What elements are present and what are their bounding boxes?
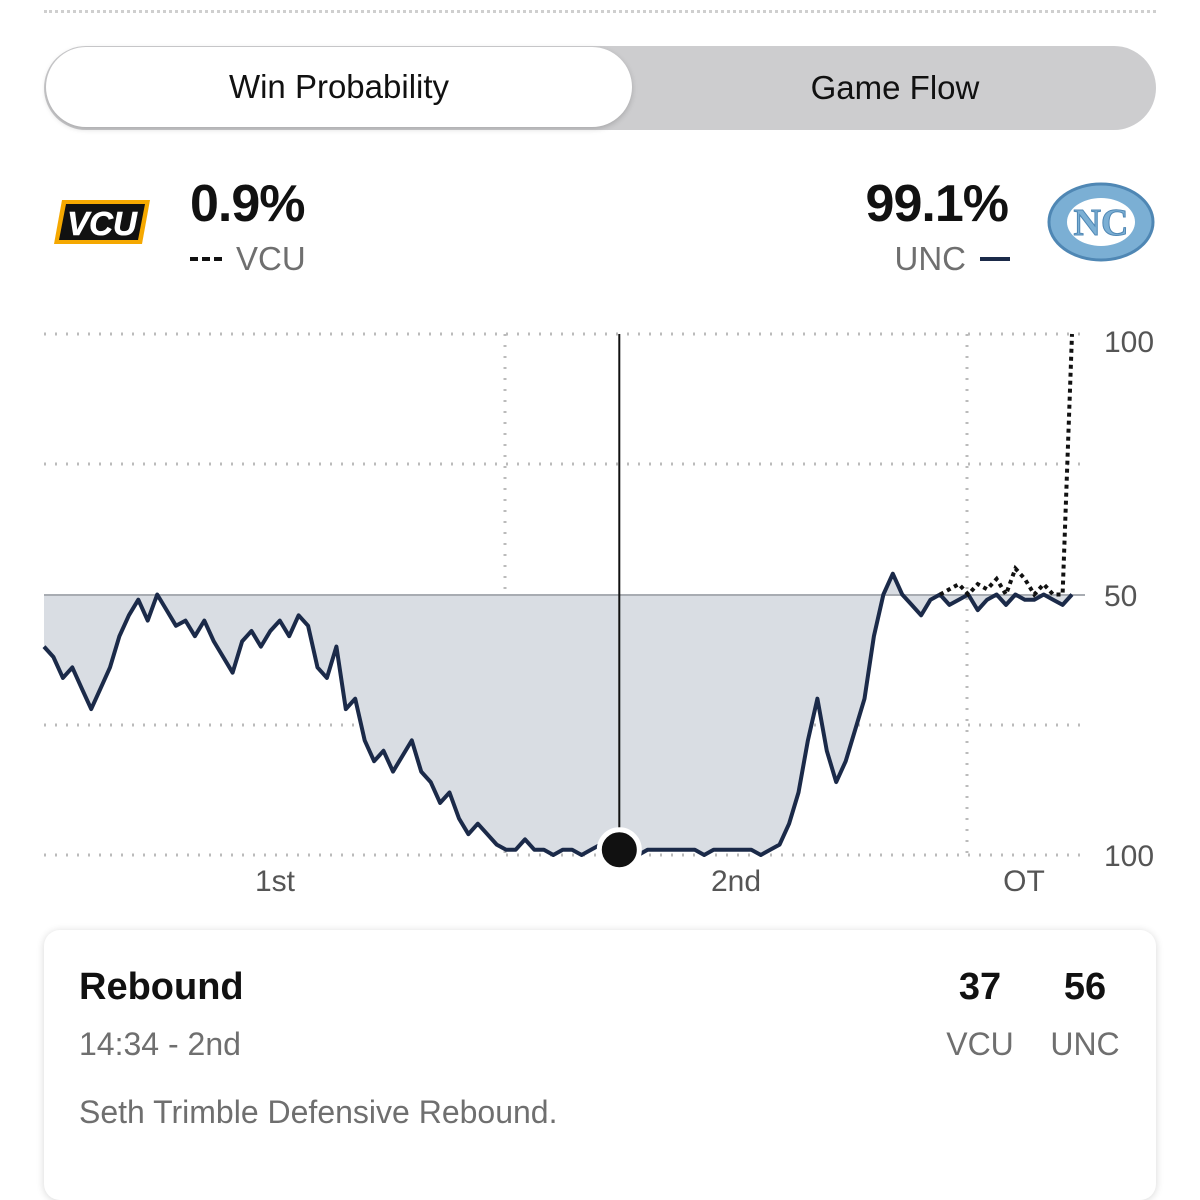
unc-logo-text: NC (1074, 202, 1129, 244)
vcu-team-label: VCU (236, 240, 306, 277)
vcu-logo-icon: VCU (54, 200, 150, 244)
x-label-1st: 1st (255, 865, 296, 898)
play-description: Seth Trimble Defensive Rebound. (79, 1094, 558, 1130)
unc-score: 56 (1063, 966, 1107, 1008)
unc-team-label: UNC (894, 240, 967, 277)
y-tick-mid: 50 (1104, 580, 1137, 613)
vcu-logo-text: VCU (67, 205, 138, 242)
top-divider (44, 10, 1156, 13)
unc-logo-icon: NC (1047, 182, 1155, 262)
play-type: Rebound (79, 966, 244, 1008)
unc-win-pct: 99.1% (865, 175, 1009, 233)
unc-legend: UNC (894, 240, 1010, 278)
view-toggle: Win Probability Game Flow (44, 46, 1156, 130)
vcu-score: 37 (958, 966, 1002, 1008)
team-probabilities: VCU 0.9% VCU 99.1% UNC NC (0, 168, 1200, 288)
dashed-line-icon (190, 257, 222, 261)
scrub-handle[interactable] (596, 827, 642, 873)
vcu-series-line (939, 333, 1074, 600)
vcu-score-label: VCU (946, 1026, 1014, 1062)
play-detail-card: Rebound 14:34 - 2nd Seth Trimble Defensi… (44, 930, 1156, 1200)
vcu-legend: VCU (190, 240, 306, 278)
y-tick-bottom: 100 (1104, 840, 1154, 873)
y-tick-top: 100 (1104, 326, 1154, 359)
play-time: 14:34 - 2nd (79, 1026, 241, 1062)
win-probability-chart[interactable]: 100 50 100 1st 2nd OT (0, 300, 1200, 920)
x-label-2nd: 2nd (711, 865, 761, 898)
unc-score-label: UNC (1050, 1026, 1120, 1062)
vcu-win-pct: 0.9% (190, 175, 306, 233)
x-label-ot: OT (1003, 865, 1045, 898)
unc-series-line (42, 571, 1074, 857)
solid-line-icon (980, 257, 1010, 261)
unc-area-fill (44, 573, 1072, 855)
tab-win-probability[interactable]: Win Probability (46, 47, 632, 127)
tab-game-flow[interactable]: Game Flow (810, 69, 980, 106)
